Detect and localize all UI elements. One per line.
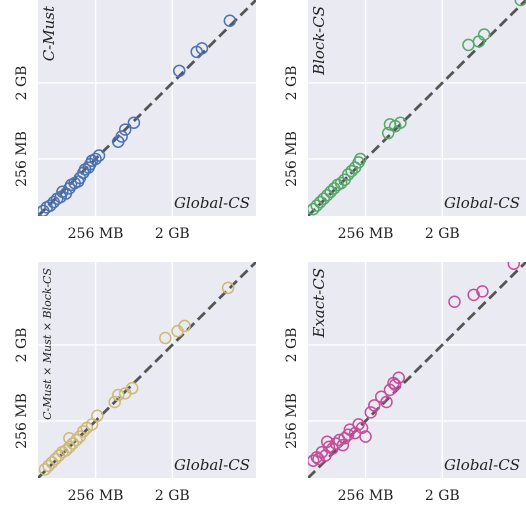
data-point xyxy=(63,440,76,454)
data-point xyxy=(89,152,102,166)
x-tick-label: 256 MB xyxy=(68,226,124,242)
data-point xyxy=(312,452,325,466)
data-point xyxy=(308,202,320,216)
data-point xyxy=(43,199,57,212)
data-point xyxy=(368,399,381,412)
data-point xyxy=(336,438,350,452)
data-point xyxy=(223,14,237,27)
data-point xyxy=(125,381,139,395)
series xyxy=(308,0,526,216)
data-point xyxy=(178,319,191,333)
data-point xyxy=(359,430,372,443)
data-point xyxy=(352,418,365,431)
x-tick-label: 256 MB xyxy=(338,226,394,242)
x-axis-label: Global-CS xyxy=(174,456,250,474)
y-axis-label: Block-CS xyxy=(310,6,328,76)
data-point xyxy=(354,152,367,166)
x-axis-label: Global-CS xyxy=(174,194,250,212)
data-point xyxy=(334,176,348,190)
y-tick-label: 256 MB xyxy=(284,393,300,449)
y-tick-label: 2 GB xyxy=(284,328,300,363)
x-tick-label: 2 GB xyxy=(155,226,190,242)
data-point xyxy=(308,454,320,467)
panel-3: 256 MB 2 GB 256 MB 2 GB Global-CS C-Must × Mu… xyxy=(14,262,256,504)
data-point xyxy=(115,130,128,143)
data-point xyxy=(77,425,90,438)
data-point xyxy=(345,164,358,178)
data-point xyxy=(108,395,121,409)
data-point xyxy=(394,116,407,129)
data-point xyxy=(313,195,327,209)
data-point xyxy=(45,456,59,469)
data-point xyxy=(118,123,132,136)
y-tick-label: 2 GB xyxy=(14,66,30,101)
data-point xyxy=(381,126,395,140)
y-axis-label: Exact-CS xyxy=(310,268,328,339)
x-axis-label: Global-CS xyxy=(444,456,520,474)
x-tick-label: 256 MB xyxy=(68,488,124,504)
data-point xyxy=(38,463,52,476)
panel-4: 256 MB 2 GB 256 MB 2 GB Global-CS Exact-CS xyxy=(284,262,526,504)
data-point xyxy=(92,149,106,162)
data-point xyxy=(70,433,83,447)
series xyxy=(38,14,237,216)
data-point xyxy=(341,168,355,181)
x-tick-label: 256 MB xyxy=(338,488,394,504)
y-tick-label: 256 MB xyxy=(14,131,30,187)
data-point xyxy=(127,116,141,129)
panel-2: 256 MB 2 GB 256 MB 2 GB Global-CS Block-CS xyxy=(284,0,526,242)
data-point xyxy=(467,288,480,302)
data-point xyxy=(364,406,378,419)
x-axis-label: Global-CS xyxy=(444,194,520,212)
data-point xyxy=(317,192,330,205)
data-point xyxy=(507,262,521,270)
y-tick-label: 256 MB xyxy=(14,393,30,449)
data-point xyxy=(514,0,526,7)
data-point xyxy=(341,428,355,442)
series xyxy=(308,262,521,467)
data-point xyxy=(63,432,76,445)
data-point xyxy=(477,28,491,41)
data-point xyxy=(195,42,209,55)
x-tick-label: 2 GB xyxy=(425,226,460,242)
y-axis-label: C-Must xyxy=(40,5,58,61)
y-tick-label: 2 GB xyxy=(284,66,300,101)
data-point xyxy=(388,378,402,391)
data-point xyxy=(324,185,337,199)
data-point xyxy=(448,295,461,308)
data-point xyxy=(476,285,489,298)
data-point xyxy=(221,281,235,295)
data-point xyxy=(42,459,55,473)
data-point xyxy=(111,388,125,402)
y-tick-label: 2 GB xyxy=(14,328,30,363)
data-point xyxy=(59,444,73,457)
data-point xyxy=(380,395,393,409)
data-point xyxy=(91,409,104,423)
series xyxy=(38,281,235,476)
y-tick-label: 256 MB xyxy=(284,131,300,187)
y-axis-label: C-Must × Must × Block-CS xyxy=(41,268,54,420)
data-point xyxy=(320,189,334,202)
x-tick-label: 2 GB xyxy=(155,488,190,504)
data-point xyxy=(319,449,332,462)
data-point xyxy=(49,452,62,466)
data-point xyxy=(310,199,323,212)
x-tick-label: 2 GB xyxy=(425,488,460,504)
data-point xyxy=(173,64,186,78)
data-point xyxy=(392,371,405,385)
panel-1: 256 MB 2 GB 256 MB 2 GB Global-CS C-Must xyxy=(14,0,256,242)
data-point xyxy=(355,421,369,435)
data-point xyxy=(159,331,172,345)
